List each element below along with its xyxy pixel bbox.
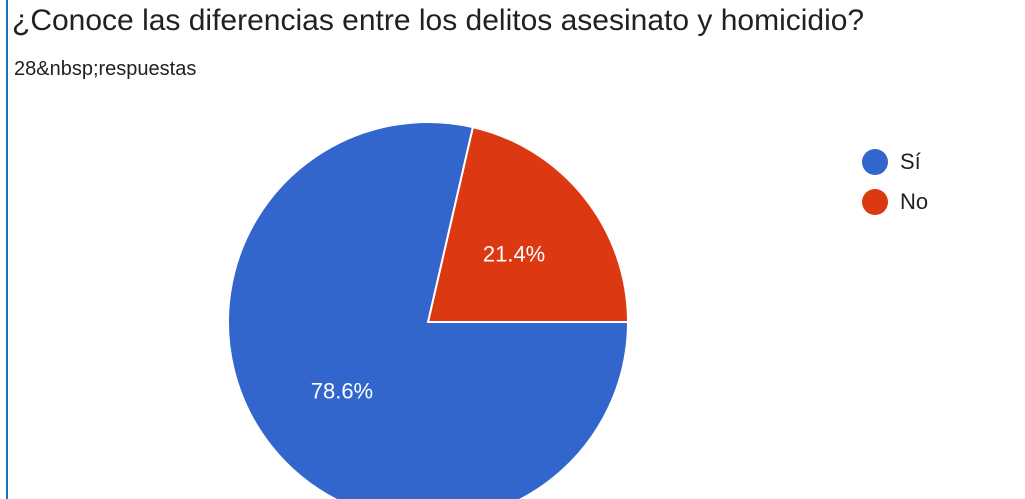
question-title: ¿Conoce las diferencias entre los delito…: [12, 4, 865, 37]
legend-swatch-no: [862, 189, 888, 215]
legend-item-no[interactable]: No: [862, 182, 928, 222]
legend-item-si[interactable]: Sí: [862, 142, 928, 182]
pie-label-no: 21.4%: [483, 241, 545, 266]
pie-slice-no[interactable]: [426, 125, 630, 323]
chart-legend: Sí No: [862, 142, 928, 222]
pie-label-si: 78.6%: [311, 379, 373, 404]
pie-slice-si[interactable]: [227, 121, 630, 499]
left-border-rule: [6, 0, 8, 499]
legend-label-si: Sí: [900, 149, 921, 174]
legend-swatch-si: [862, 149, 888, 175]
response-count: 28&nbsp;respuestas: [14, 58, 197, 80]
legend-label-no: No: [900, 189, 929, 214]
